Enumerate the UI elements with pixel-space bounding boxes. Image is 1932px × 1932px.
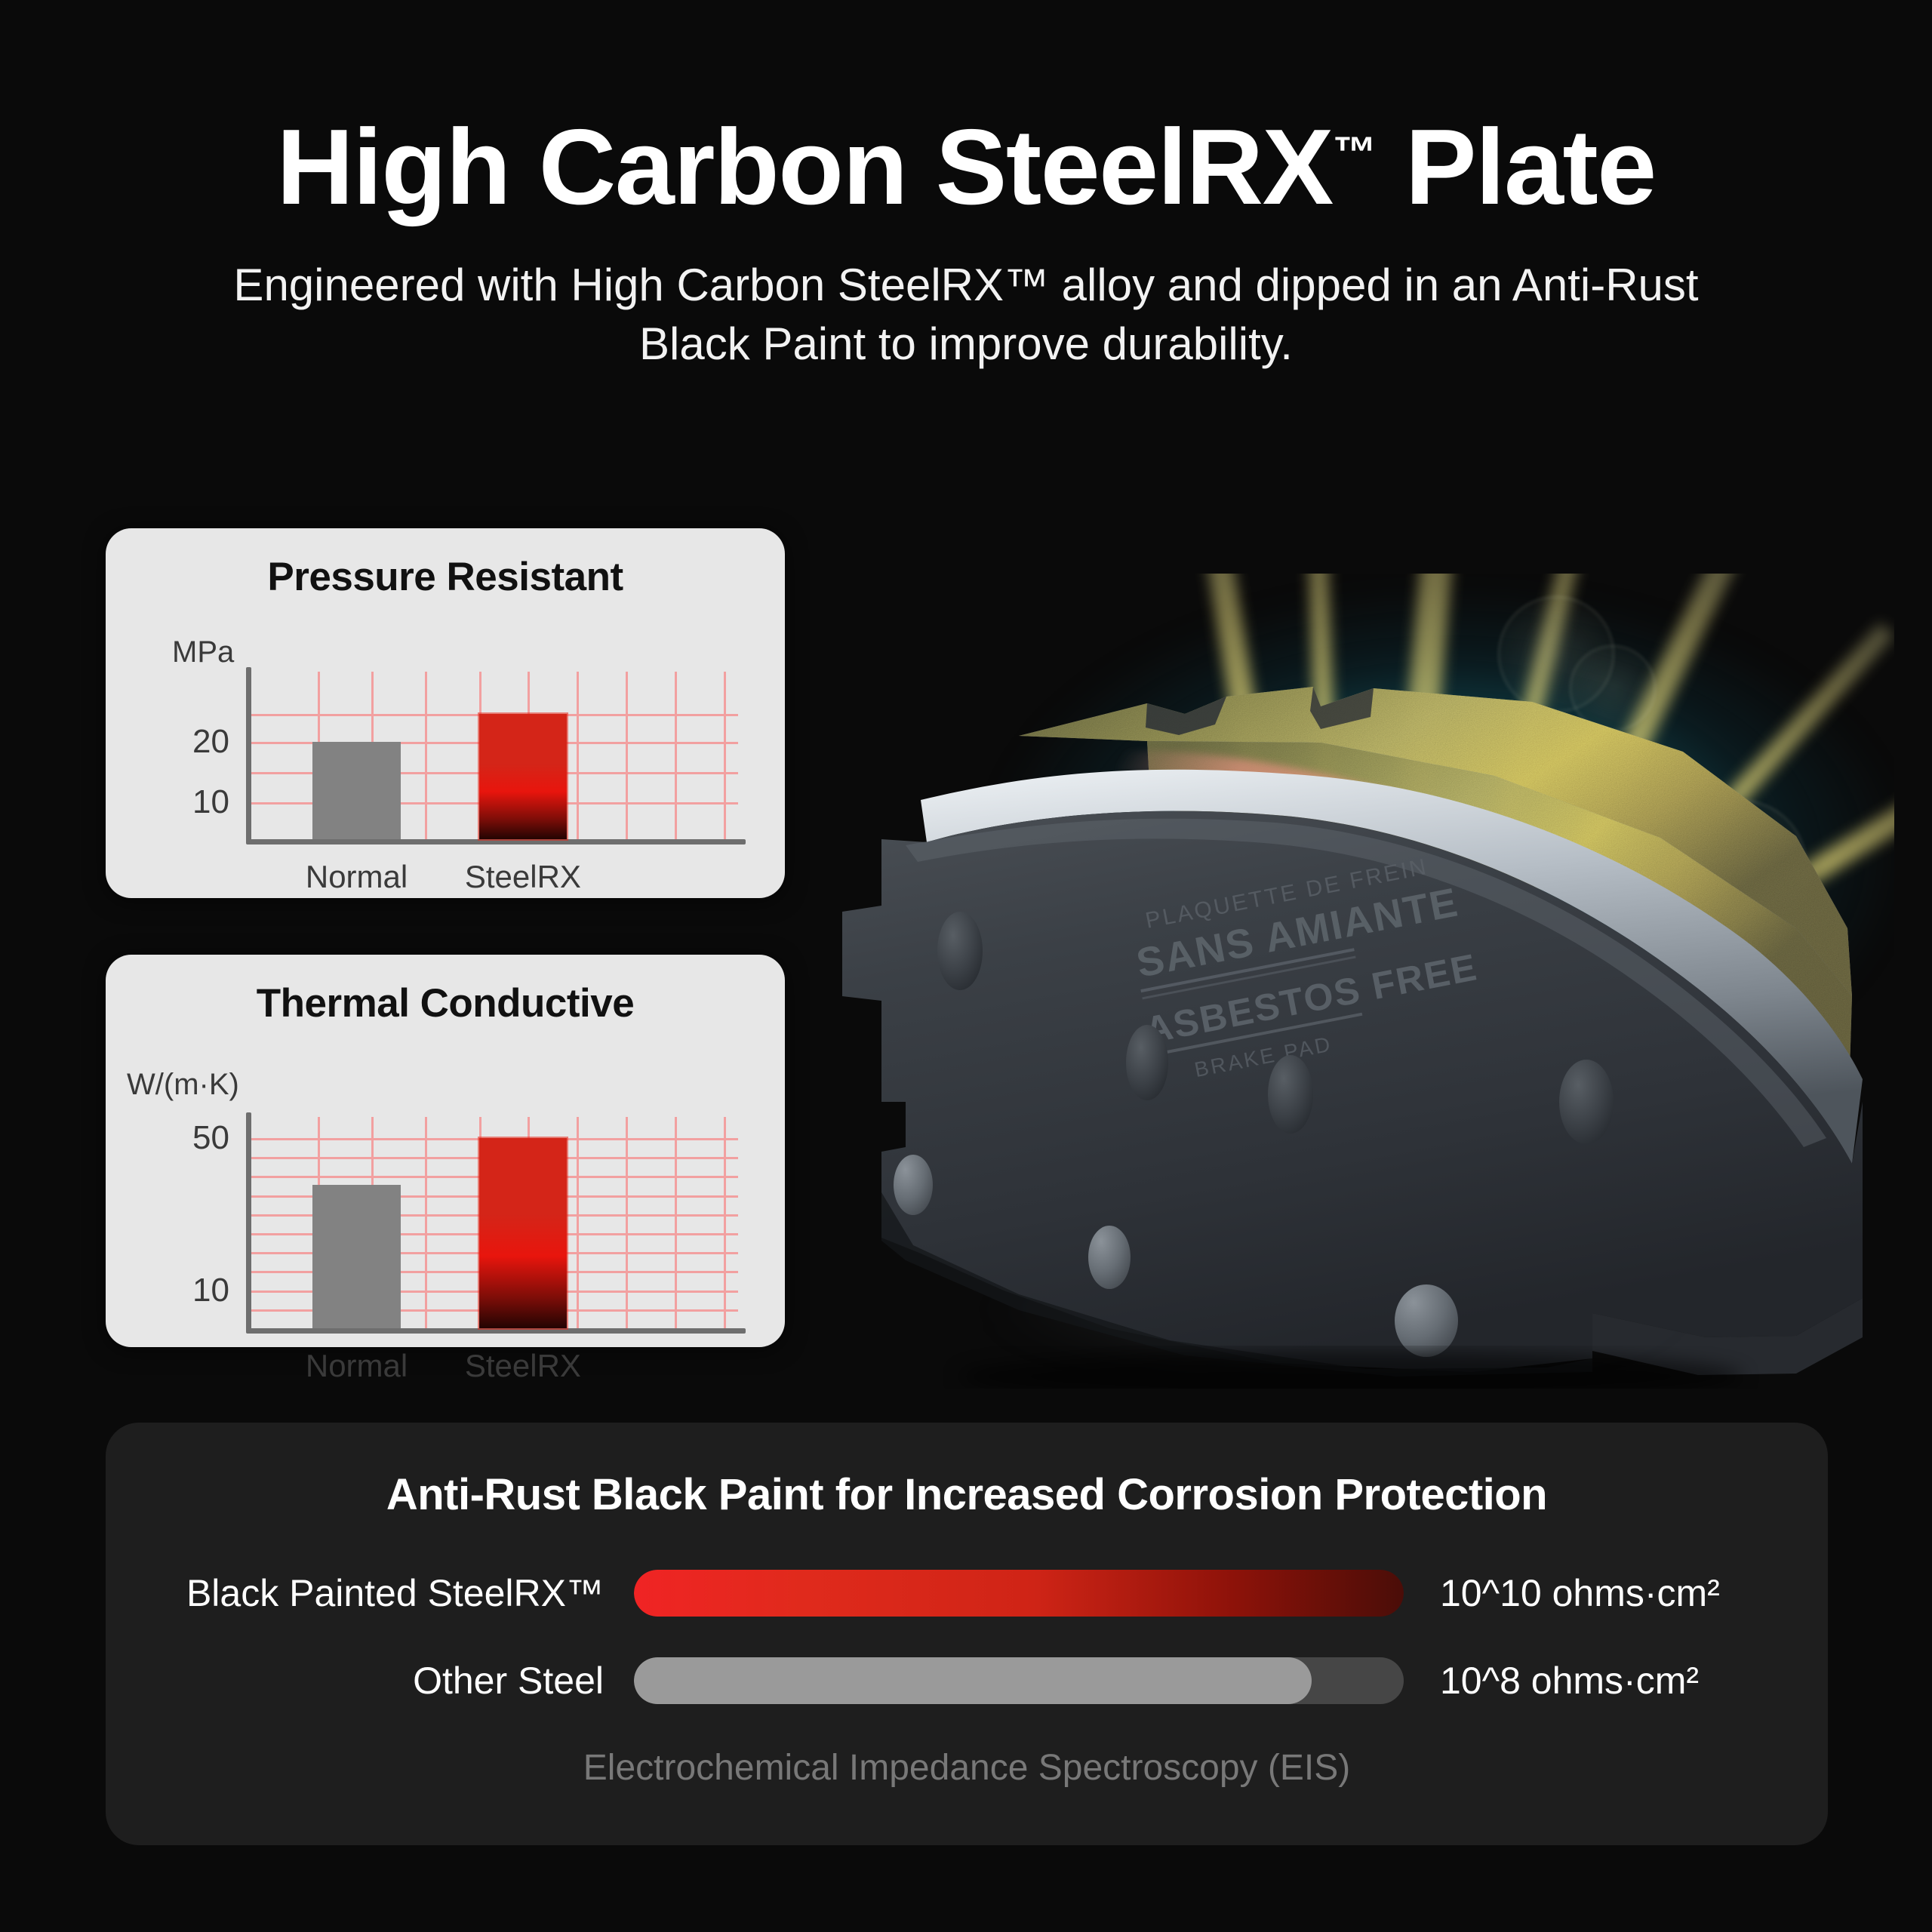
y-tick-thermal-50: 50 <box>192 1119 229 1156</box>
chart-card-pressure-resistant: Pressure Resistant MPa 20 10 Normal Stee… <box>106 528 785 898</box>
plate-hole <box>1126 1025 1168 1100</box>
y-tick-pressure-20: 20 <box>192 723 229 761</box>
plate-hole <box>1268 1055 1313 1134</box>
progress-fill-steelrx <box>634 1570 1404 1617</box>
row-value-other-steel: 10^8 ohms·cm² <box>1440 1660 1699 1702</box>
plot-area-thermal: 50 10 Normal SteelRX <box>192 1112 746 1383</box>
plot-area-pressure: 20 10 Normal SteelRX <box>192 667 746 894</box>
row-value-steelrx: 10^10 ohms·cm² <box>1440 1572 1720 1614</box>
chart-title-pressure: Pressure Resistant <box>267 555 623 599</box>
x-label-thermal-normal: Normal <box>305 1348 408 1383</box>
bar-pressure-normal <box>312 742 401 839</box>
page-subtitle: Engineered with High Carbon SteelRX™ all… <box>233 259 1699 369</box>
brake-pad-illustration: PLAQUETTE DE FREIN SANS AMIANTE ASBESTOS… <box>842 687 1863 1389</box>
bar-thermal-steelrx <box>478 1138 568 1328</box>
y-axis-thermal <box>246 1112 251 1331</box>
comparison-row: Black Painted SteelRX™ 10^10 ohms·cm² <box>106 1563 1828 1623</box>
panel-title: Anti-Rust Black Paint for Increased Corr… <box>386 1470 1548 1519</box>
panel-footnote: Electrochemical Impedance Spectroscopy (… <box>583 1748 1351 1788</box>
bar-thermal-normal <box>312 1184 401 1328</box>
product-image-brake-pad: PLAQUETTE DE FREIN SANS AMIANTE ASBESTOS… <box>792 574 1894 1389</box>
header: High Carbon SteelRX™ Plate Engineered wi… <box>0 112 1932 374</box>
corrosion-protection-panel: Anti-Rust Black Paint for Increased Corr… <box>106 1423 1828 1845</box>
x-label-pressure-normal: Normal <box>305 859 408 894</box>
progress-track-other-steel <box>634 1657 1404 1704</box>
plate-rivet <box>1395 1284 1458 1357</box>
y-axis-unit-thermal: W/(m·K) <box>127 1068 239 1101</box>
y-axis-unit-pressure: MPa <box>172 635 235 669</box>
progress-fill-other-steel <box>634 1657 1312 1704</box>
plate-chrome-edge <box>921 769 1863 1164</box>
progress-track-steelrx <box>634 1570 1404 1617</box>
plate-hole <box>937 912 983 990</box>
bar-pressure-steelrx <box>478 713 568 839</box>
y-tick-pressure-10: 10 <box>192 783 229 821</box>
x-label-pressure-steelrx: SteelRX <box>464 859 581 894</box>
comparison-row: Other Steel 10^8 ohms·cm² <box>106 1651 1828 1711</box>
page-title: High Carbon SteelRX™ Plate <box>0 112 1932 223</box>
x-label-thermal-steelrx: SteelRX <box>464 1348 581 1383</box>
trademark-symbol: ™ <box>1332 128 1377 177</box>
page-title-main: High Carbon SteelRX <box>276 107 1334 227</box>
row-label-black-painted-steelrx: Black Painted SteelRX™ <box>186 1572 604 1614</box>
x-axis-thermal <box>246 1328 746 1334</box>
x-axis-pressure <box>246 839 746 844</box>
plate-hole <box>1559 1060 1614 1144</box>
chart-title-thermal: Thermal Conductive <box>256 981 635 1026</box>
plate-rivet <box>894 1155 933 1215</box>
y-axis-pressure <box>246 667 251 842</box>
chart-card-thermal-conductive: Thermal Conductive W/(m·K) 50 10 Norm <box>106 955 785 1383</box>
row-label-other-steel: Other Steel <box>413 1660 604 1702</box>
page-title-tail: Plate <box>1376 107 1657 227</box>
y-tick-thermal-10: 10 <box>192 1271 229 1309</box>
plate-rivet <box>1088 1226 1131 1289</box>
